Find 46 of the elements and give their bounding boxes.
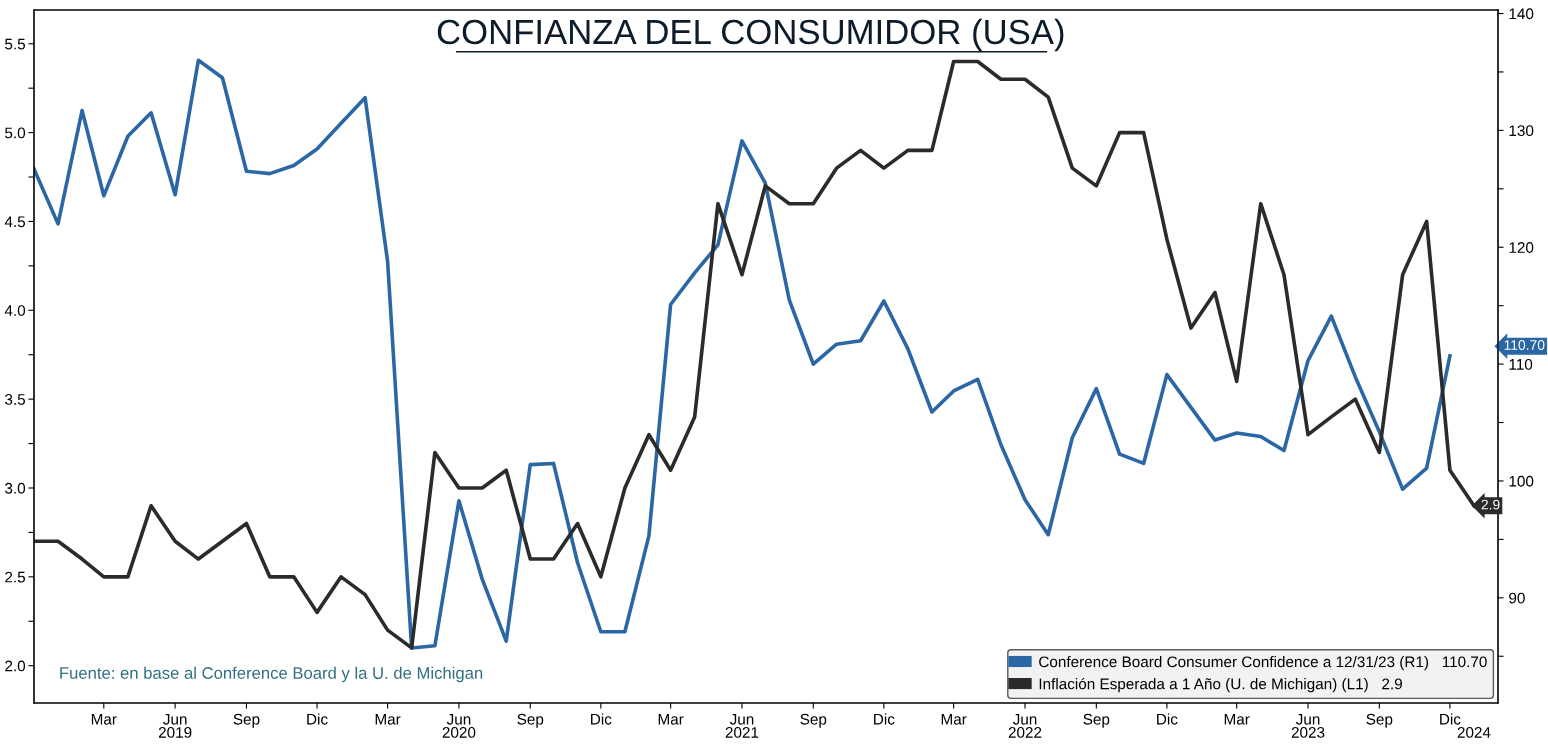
y-tick-label: 4.5 [4,216,26,228]
x2-tick-label: 2024 [1457,727,1491,738]
x-tick-label: Dic [1157,713,1178,725]
y-tick-label: 3.0 [5,482,26,494]
y-tick-label: 5.0 [5,127,26,139]
text: 110.70 [1504,340,1545,350]
y2-tick-label: 130 [1509,125,1534,137]
x2-tick-label: 2021 [725,727,759,738]
x-tick-label: Jun [1295,713,1320,725]
y2-tick-label: 100 [1509,475,1534,487]
y2-tick-label: 90 [1509,592,1525,604]
x-tick-label: Sep [517,713,544,728]
y2-tick-label: 140 [1509,8,1534,20]
x-tick-label: Sep [1083,713,1110,728]
x-tick-label: Sep [1366,713,1393,728]
x-tick-label: Jun [163,713,187,725]
y-tick-label: 4.0 [4,305,26,316]
y2-tick-label: 120 [1509,242,1534,253]
x-tick-label: Jun [1012,713,1037,725]
x-tick-label: Dic [307,713,328,725]
x-tick-label: Mar [941,713,967,725]
legend-label: Inflación Esperada a 1 Año (U. de Michigan) (L1) 2.9 [1039,677,1402,693]
x-tick-label: Jun [729,713,754,725]
x2-tick-label: 2023 [1291,727,1325,738]
y-tick-label: 3.5 [5,394,26,405]
chart-title: CONFIANZA DEL CONSUMIDOR (USA) [437,18,1064,52]
legend-label: Conference Board Consumer Confidence a 12/31/23 (R1) 110.70 [1039,656,1487,671]
x-tick-label: Dic [591,713,612,725]
y-tick-label: 5.5 [5,38,26,50]
annotation: 2.9 [1481,499,1500,510]
annotation: Fuente: en base al Conference Board y la U. de Michigan [60,666,483,683]
x-tick-label: Dic [1440,713,1461,725]
x-tick-label: Mar [658,713,684,725]
x2-tick-label: 2019 [158,727,192,738]
x-tick-label: Jun [446,713,471,725]
x-tick-label: Dic [874,713,895,725]
x-tick-label: Sep [800,713,827,728]
y2-tick-label: 110 [1509,358,1533,370]
y-tick-label: 2.5 [5,571,26,583]
x-tick-label: Sep [233,713,260,728]
x2-tick-label: 2022 [1008,727,1042,738]
x-tick-label: Mar [1224,713,1250,725]
x-tick-label: Mar [375,713,401,725]
y-tick-label: 2.0 [5,660,26,672]
x-tick-label: Mar [91,713,117,725]
x2-tick-label: 2020 [442,727,476,738]
